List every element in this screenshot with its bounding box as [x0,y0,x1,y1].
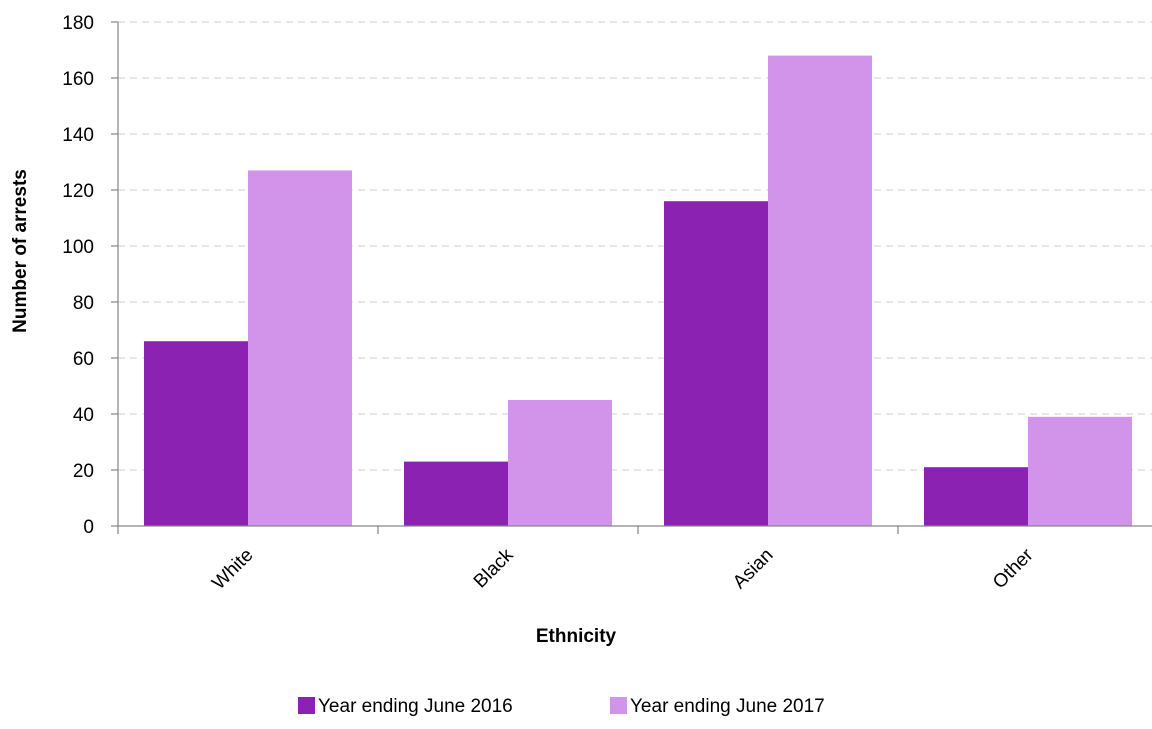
y-tick-label: 100 [62,237,94,258]
y-tick-label: 0 [83,517,94,538]
y-tick-label: 140 [62,125,94,146]
bars [144,55,1132,526]
y-tick-label: 160 [62,69,94,90]
legend-label: Year ending June 2017 [630,696,825,717]
x-category-labels: White Black Asian Other [208,544,1038,594]
legend-swatch [298,697,315,714]
x-axis-title: Ethnicity [536,626,617,647]
bar-black-series-1 [404,461,508,526]
bar-white-series-2 [248,170,352,526]
y-axis-title: Number of arrests [10,169,31,333]
y-tick-label: 80 [73,293,94,314]
y-tick-label: 20 [73,461,94,482]
x-category-label: White [208,545,257,594]
y-tick-label: 120 [62,181,94,202]
x-category-label: Asian [729,545,777,593]
legend-swatch [610,697,627,714]
bar-other-series-1 [924,467,1028,526]
y-tick-labels: 0 20 40 60 80 100 120 140 160 180 [62,13,94,538]
axes [111,21,1152,534]
bar-other-series-2 [1028,416,1132,526]
y-tick-label: 180 [62,13,94,34]
bar-white-series-1 [144,341,248,526]
x-category-label: Other [989,544,1038,593]
x-category-label: Black [470,544,518,592]
legend-label: Year ending June 2016 [318,696,513,717]
bar-black-series-2 [508,400,612,526]
y-tick-label: 60 [73,349,94,370]
legend: Year ending June 2016 Year ending June 20… [298,696,825,717]
bar-asian-series-2 [768,55,872,526]
y-tick-label: 40 [73,405,94,426]
bar-asian-series-1 [664,201,768,526]
